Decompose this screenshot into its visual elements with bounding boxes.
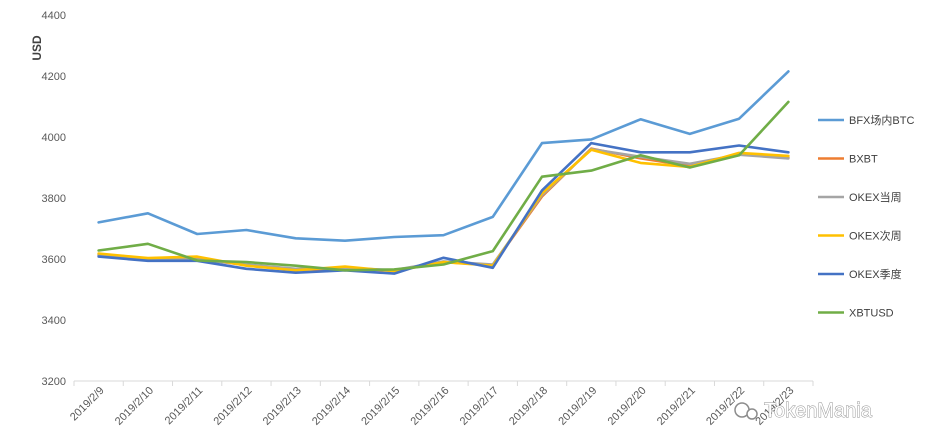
y-tick-label: 3600 bbox=[42, 254, 66, 266]
y-tick-label: 4400 bbox=[42, 10, 66, 22]
y-tick-label: 3800 bbox=[42, 193, 66, 205]
legend: BFX场内BTC BXBT OKEX当周 OKEX次周 OKEX季度 XBTUSD bbox=[818, 113, 914, 320]
series-line-3 bbox=[97, 148, 790, 273]
legend-label: OKEX季度 bbox=[849, 267, 902, 281]
series-line-4 bbox=[97, 141, 790, 275]
x-tick-label: 2019/2/21 bbox=[655, 385, 698, 428]
y-tick-label: 3200 bbox=[42, 376, 66, 388]
legend-label: BFX场内BTC bbox=[849, 113, 914, 127]
series-line-5 bbox=[97, 100, 790, 272]
x-tick-label: 2019/2/11 bbox=[163, 385, 206, 428]
x-tick-label: 2019/2/18 bbox=[507, 385, 550, 428]
x-tick-label: 2019/2/19 bbox=[556, 385, 599, 428]
y-tick-label: 3400 bbox=[42, 315, 66, 327]
wechat-icon-bubble bbox=[746, 408, 758, 420]
x-tick-label: 2019/2/15 bbox=[359, 385, 402, 428]
x-tick-label: 2019/2/13 bbox=[261, 385, 304, 428]
watermark-text: TokenMania bbox=[764, 400, 873, 422]
watermark: TokenMania bbox=[734, 400, 873, 422]
x-tick-label: 2019/2/14 bbox=[310, 385, 353, 428]
legend-label: OKEX当周 bbox=[849, 190, 902, 204]
x-tick-label: 2019/2/10 bbox=[113, 385, 156, 428]
series-line-0 bbox=[97, 70, 790, 242]
x-tick-label: 2019/2/9 bbox=[68, 385, 107, 424]
y-tick-label: 4000 bbox=[42, 132, 66, 144]
legend-label: BXBT bbox=[849, 154, 878, 166]
y-axis-label: USD bbox=[30, 35, 44, 61]
x-tick-label: 2019/2/12 bbox=[211, 385, 254, 428]
legend-label: OKEX次周 bbox=[849, 229, 902, 243]
legend-label: XBTUSD bbox=[849, 308, 894, 320]
y-tick-label: 4200 bbox=[42, 71, 66, 83]
x-tick-label: 2019/2/20 bbox=[606, 385, 649, 428]
x-tick-label: 2019/2/16 bbox=[409, 385, 452, 428]
x-tick-label: 2019/2/17 bbox=[458, 385, 501, 428]
